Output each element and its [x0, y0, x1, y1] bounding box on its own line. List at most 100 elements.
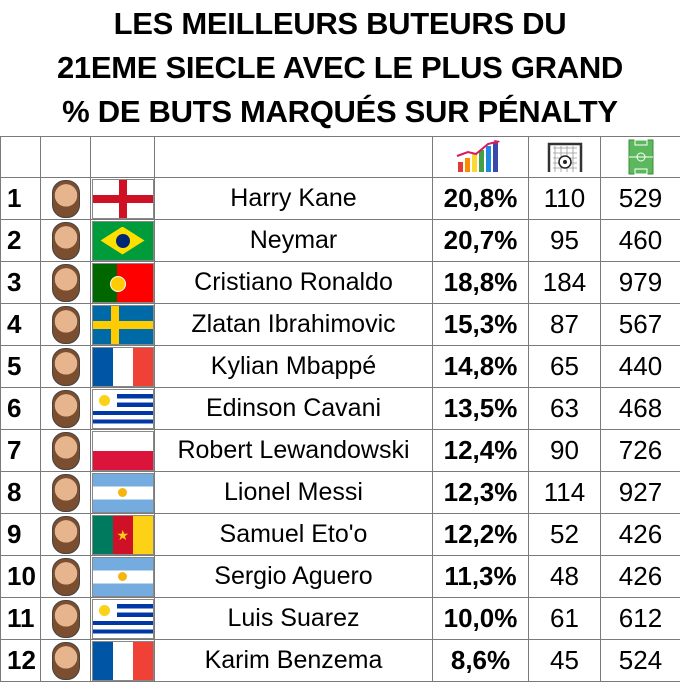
- penalty-percentage: 12,2%: [433, 514, 529, 556]
- photo-cell: [41, 514, 91, 556]
- header-rank: [1, 137, 41, 178]
- rank-cell: 9: [1, 514, 41, 556]
- player-name: Lionel Messi: [155, 472, 433, 514]
- penalty-percentage: 12,4%: [433, 430, 529, 472]
- table-header-row: [1, 137, 680, 178]
- photo-cell: [41, 388, 91, 430]
- header-matches: [601, 137, 680, 178]
- flag-cell: [91, 430, 155, 472]
- player-name: Samuel Eto'o: [155, 514, 433, 556]
- title-line-2: 21EME SIECLE AVEC LE PLUS GRAND: [57, 46, 623, 90]
- rank-cell: 7: [1, 430, 41, 472]
- flag-uruguay-icon: [92, 599, 154, 639]
- avatar: [52, 180, 80, 218]
- avatar: [52, 474, 80, 512]
- matches-count: 612: [601, 598, 680, 640]
- flag-cell: [91, 262, 155, 304]
- flag-cell: [91, 598, 155, 640]
- flag-cameroon-icon: ★: [92, 515, 154, 555]
- rank-cell: 10: [1, 556, 41, 598]
- matches-count: 979: [601, 262, 680, 304]
- photo-cell: [41, 262, 91, 304]
- avatar: [52, 432, 80, 470]
- matches-count: 468: [601, 388, 680, 430]
- goals-count: 90: [529, 430, 601, 472]
- matches-count: 567: [601, 304, 680, 346]
- flag-portugal-icon: [92, 263, 154, 303]
- avatar: [52, 306, 80, 344]
- header-name: [155, 137, 433, 178]
- penalty-percentage: 11,3%: [433, 556, 529, 598]
- chart-icon: [454, 140, 508, 174]
- player-name: Karim Benzema: [155, 640, 433, 682]
- matches-count: 426: [601, 556, 680, 598]
- photo-cell: [41, 598, 91, 640]
- player-name: Cristiano Ronaldo: [155, 262, 433, 304]
- photo-cell: [41, 556, 91, 598]
- player-name: Neymar: [155, 220, 433, 262]
- header-goals: [529, 137, 601, 178]
- flag-poland-icon: [92, 431, 154, 471]
- player-name: Robert Lewandowski: [155, 430, 433, 472]
- flag-argentina-icon: [92, 557, 154, 597]
- title-line-3: % DE BUTS MARQUÉS SUR PÉNALTY: [62, 90, 618, 134]
- header-flag: [91, 137, 155, 178]
- flag-france-icon: [92, 347, 154, 387]
- flag-cell: [91, 220, 155, 262]
- penalty-percentage: 18,8%: [433, 262, 529, 304]
- matches-count: 440: [601, 346, 680, 388]
- rank-cell: 2: [1, 220, 41, 262]
- photo-cell: [41, 472, 91, 514]
- matches-count: 927: [601, 472, 680, 514]
- flag-cell: [91, 388, 155, 430]
- photo-cell: [41, 640, 91, 682]
- penalty-percentage: 15,3%: [433, 304, 529, 346]
- rank-cell: 5: [1, 346, 41, 388]
- goal-icon: [545, 140, 585, 174]
- pitch-icon: [628, 139, 654, 175]
- goals-count: 61: [529, 598, 601, 640]
- avatar: [52, 600, 80, 638]
- penalty-percentage: 8,6%: [433, 640, 529, 682]
- header-photo: [41, 137, 91, 178]
- penalty-percentage: 13,5%: [433, 388, 529, 430]
- matches-count: 529: [601, 178, 680, 220]
- photo-cell: [41, 220, 91, 262]
- avatar: [52, 642, 80, 680]
- player-name: Harry Kane: [155, 178, 433, 220]
- flag-cell: [91, 346, 155, 388]
- penalty-percentage: 20,8%: [433, 178, 529, 220]
- rank-cell: 6: [1, 388, 41, 430]
- rank-cell: 8: [1, 472, 41, 514]
- header-pct: [433, 137, 529, 178]
- photo-cell: [41, 304, 91, 346]
- goals-count: 52: [529, 514, 601, 556]
- matches-count: 524: [601, 640, 680, 682]
- flag-sweden-icon: [92, 305, 154, 345]
- flag-brazil-icon: [92, 221, 154, 261]
- goals-count: 45: [529, 640, 601, 682]
- photo-cell: [41, 346, 91, 388]
- avatar: [52, 390, 80, 428]
- player-name: Zlatan Ibrahimovic: [155, 304, 433, 346]
- flag-uruguay-icon: [92, 389, 154, 429]
- goals-count: 184: [529, 262, 601, 304]
- goals-count: 110: [529, 178, 601, 220]
- player-name: Luis Suarez: [155, 598, 433, 640]
- flag-cell: [91, 304, 155, 346]
- rank-cell: 11: [1, 598, 41, 640]
- avatar: [52, 222, 80, 260]
- matches-count: 726: [601, 430, 680, 472]
- matches-count: 426: [601, 514, 680, 556]
- flag-france-icon: [92, 641, 154, 681]
- flag-cell: [91, 472, 155, 514]
